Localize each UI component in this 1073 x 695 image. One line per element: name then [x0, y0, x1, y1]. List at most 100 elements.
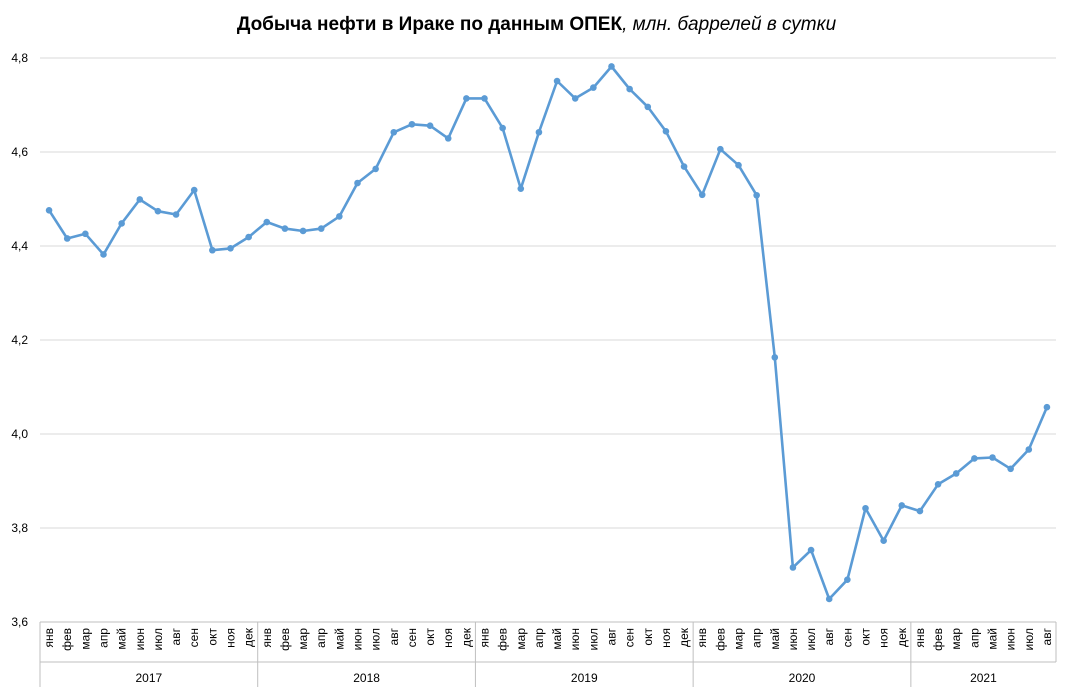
- data-point: [481, 95, 488, 102]
- data-point: [952, 470, 960, 477]
- x-tick-label: авг: [387, 627, 401, 645]
- data-point: [281, 225, 289, 232]
- data-point: [916, 507, 924, 515]
- gridlines: [40, 57, 1056, 529]
- data-point: [571, 95, 579, 102]
- x-tick-label: авг: [169, 627, 183, 645]
- data-point: [154, 207, 162, 215]
- data-point: [1043, 403, 1051, 411]
- data-point: [789, 564, 797, 571]
- data-point: [807, 546, 815, 554]
- x-tick-label: июл: [804, 628, 818, 650]
- data-point: [934, 480, 942, 488]
- x-tick-label: май: [768, 628, 782, 650]
- x-tick-label: май: [332, 628, 346, 650]
- year-label: 2018: [353, 671, 380, 685]
- x-axis: янв фев мар апр май июн июл авг сен окт ноя дек2017…: [39, 621, 1057, 687]
- y-axis-tick-labels: 3,6 3,8 4,0 4,2 4,4 4,6 4,8: [11, 51, 28, 629]
- y-tick-label: 4,4: [11, 239, 28, 253]
- x-tick-label: мар: [514, 628, 528, 650]
- y-tick-label: 4,8: [11, 51, 28, 65]
- data-point: [82, 230, 89, 238]
- x-tick-label: ноя: [224, 628, 238, 648]
- data-point: [227, 245, 234, 252]
- x-tick-label: июн: [786, 628, 800, 650]
- data-point: [590, 84, 597, 91]
- x-tick-label: янв: [695, 628, 709, 648]
- data-point: [825, 595, 833, 603]
- x-tick-label: мар: [949, 628, 963, 650]
- x-tick-label: ноя: [441, 628, 455, 648]
- x-tick-label: янв: [478, 628, 492, 648]
- x-tick-label: дек: [677, 627, 691, 647]
- data-point: [698, 191, 706, 199]
- data-point: [299, 227, 307, 235]
- data-point: [317, 225, 325, 232]
- x-tick-label: сен: [187, 628, 201, 647]
- x-tick-label: мар: [732, 628, 746, 650]
- data-point: [1007, 465, 1014, 473]
- x-tick-label: июл: [586, 628, 600, 650]
- data-point: [535, 128, 543, 136]
- data-point: [390, 128, 398, 136]
- x-tick-label: сен: [405, 628, 419, 647]
- x-tick-label: фев: [713, 628, 727, 651]
- x-tick-label: фев: [496, 628, 510, 651]
- x-tick-label: май: [550, 628, 564, 650]
- data-point: [172, 211, 180, 218]
- y-tick-label: 4,2: [11, 333, 28, 347]
- data-point: [190, 186, 198, 194]
- data-point: [45, 206, 53, 214]
- x-tick-label: фев: [60, 628, 74, 651]
- data-point: [717, 145, 724, 153]
- chart-title-main: Добыча нефти в Ираке по данным ОПЕК: [236, 14, 623, 35]
- x-tick-label: мар: [296, 628, 310, 650]
- x-tick-label: июл: [151, 628, 165, 650]
- x-tick-label: янв: [913, 628, 927, 648]
- x-tick-label: сен: [840, 628, 854, 647]
- x-tick-label: сен: [623, 628, 637, 647]
- x-tick-label: янв: [42, 628, 56, 648]
- x-tick-label: апр: [314, 628, 328, 648]
- chart-title: Добыча нефти в Ираке по данным ОПЕК, млн…: [0, 14, 1073, 36]
- x-tick-label: фев: [278, 628, 292, 651]
- x-tick-label: апр: [967, 628, 981, 648]
- x-tick-label: июн: [1004, 628, 1018, 650]
- data-point: [426, 122, 434, 129]
- x-tick-label: ноя: [659, 628, 673, 648]
- y-tick-label: 4,0: [11, 427, 28, 441]
- year-label: 2017: [136, 671, 163, 685]
- x-tick-label: фев: [931, 628, 945, 651]
- x-tick-label: июн: [568, 628, 582, 650]
- x-tick-label: июн: [351, 628, 365, 650]
- data-point: [517, 185, 525, 192]
- y-tick-label: 3,6: [11, 615, 28, 629]
- x-tick-label: дек: [242, 627, 256, 647]
- data-point: [844, 576, 851, 583]
- x-tick-label: ноя: [877, 628, 891, 648]
- data-point: [136, 196, 144, 203]
- x-tick-label: апр: [532, 628, 546, 648]
- data-point: [680, 163, 688, 170]
- x-tick-label: июл: [1022, 628, 1036, 650]
- data-point: [971, 455, 978, 462]
- data-point: [499, 124, 506, 132]
- series-line: [47, 65, 1049, 601]
- data-point: [336, 213, 343, 220]
- x-tick-label: дек: [459, 627, 473, 647]
- y-tick-label: 3,8: [11, 521, 28, 535]
- data-point: [118, 220, 125, 227]
- data-point: [753, 191, 760, 199]
- x-tick-label: мар: [78, 628, 92, 650]
- data-point: [626, 85, 633, 93]
- data-point: [408, 120, 416, 128]
- data-point: [263, 218, 271, 226]
- x-tick-label: окт: [641, 628, 655, 646]
- x-tick-label: дек: [895, 627, 909, 647]
- data-point: [444, 135, 452, 142]
- data-point: [662, 128, 670, 135]
- x-tick-label: янв: [260, 628, 274, 648]
- data-point: [608, 63, 615, 70]
- data-point: [463, 95, 470, 102]
